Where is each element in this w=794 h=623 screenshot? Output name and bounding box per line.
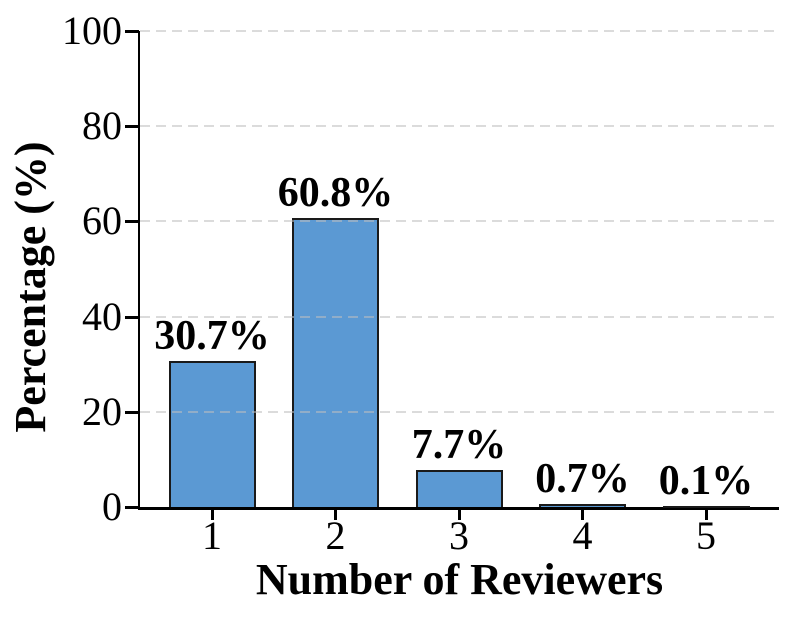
y-tick-label: 0 bbox=[102, 484, 122, 529]
y-tick-label: 20 bbox=[82, 388, 122, 434]
gridline-40 bbox=[140, 315, 779, 318]
x-tick-mark bbox=[210, 507, 214, 520]
bar-value-label: 60.8% bbox=[277, 169, 394, 216]
y-tick-mark bbox=[125, 220, 139, 224]
bar-2 bbox=[292, 217, 379, 507]
x-tick-mark bbox=[334, 507, 337, 520]
bar-value-label: 30.7% bbox=[154, 312, 270, 359]
y-tick-mark bbox=[125, 30, 139, 33]
bar-1 bbox=[168, 360, 256, 507]
y-tick-mark bbox=[125, 125, 139, 129]
bar-4 bbox=[539, 503, 626, 507]
x-axis-title: Number of Reviewers bbox=[255, 555, 664, 604]
plot-area bbox=[140, 30, 779, 508]
bar-value-label: 0.1% bbox=[658, 458, 754, 504]
x-tick-label: 4 bbox=[572, 513, 593, 558]
x-tick-label: 2 bbox=[325, 513, 346, 558]
bar-value-label: 7.7% bbox=[411, 422, 507, 469]
y-tick-mark bbox=[125, 410, 139, 414]
x-tick-label: 3 bbox=[449, 513, 469, 558]
y-tick-mark bbox=[125, 315, 139, 319]
y-tick-label: 60 bbox=[82, 198, 122, 244]
y-tick-label: 40 bbox=[82, 293, 122, 339]
gridline-100 bbox=[140, 30, 779, 32]
y-tick-mark bbox=[125, 506, 139, 509]
x-tick-label: 5 bbox=[696, 513, 716, 558]
gridline-60 bbox=[140, 220, 779, 223]
bar-5 bbox=[662, 506, 750, 508]
x-tick-mark bbox=[457, 507, 461, 520]
x-tick-mark bbox=[704, 507, 708, 520]
bar-value-label: 0.7% bbox=[535, 455, 630, 502]
x-tick-mark bbox=[581, 507, 584, 520]
bar-3 bbox=[415, 470, 503, 507]
y-tick-label: 80 bbox=[82, 103, 122, 149]
x-tick-label: 1 bbox=[202, 513, 222, 558]
gridline-20 bbox=[140, 410, 779, 413]
gridline-80 bbox=[140, 125, 779, 128]
y-tick-label: 100 bbox=[62, 8, 122, 53]
y-axis-spine bbox=[138, 31, 140, 510]
